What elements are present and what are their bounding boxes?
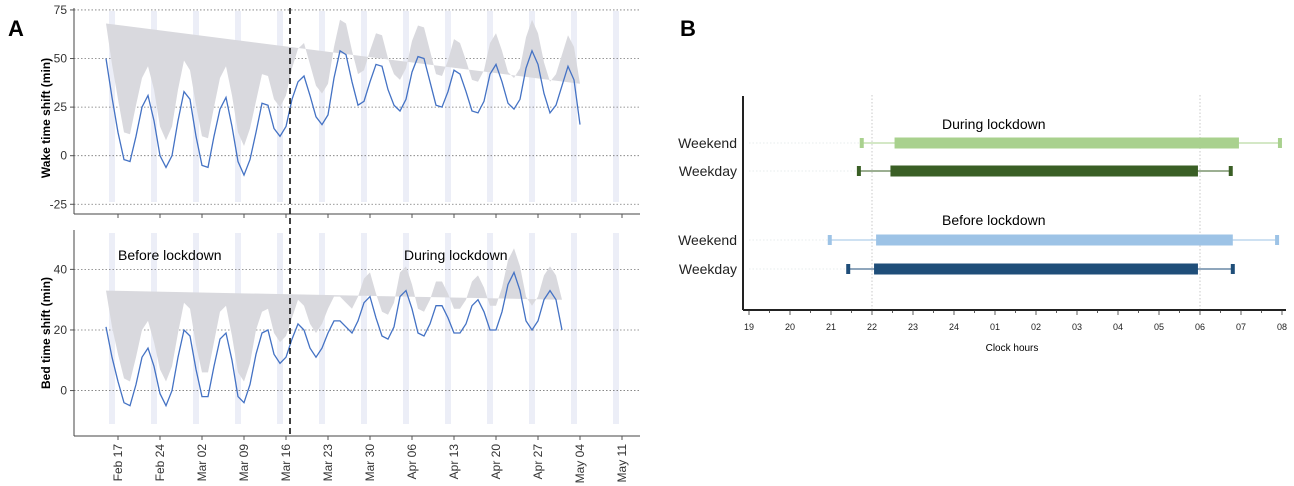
whisker-cap-end bbox=[1277, 138, 1282, 148]
x-tick-label: 04 bbox=[1113, 322, 1123, 332]
x-tick-label: 19 bbox=[744, 322, 754, 332]
x-tick-label: May 04 bbox=[573, 444, 587, 484]
row-label: Weekend bbox=[678, 232, 737, 248]
weekend-stripe bbox=[109, 233, 115, 424]
y-tick-label: 25 bbox=[54, 100, 68, 114]
weekend-stripe bbox=[109, 11, 115, 202]
x-tick-label: 06 bbox=[1195, 322, 1205, 332]
x-tick-label: Apr 13 bbox=[447, 444, 461, 480]
y-tick-label: 0 bbox=[60, 384, 67, 398]
wake-series-line bbox=[105, 49, 581, 177]
x-tick-label: 20 bbox=[785, 322, 795, 332]
clock-hours-chart: Weekend Weekday Weekend Weekday 19 20 21 22 23 2… bbox=[678, 95, 1287, 354]
weekend-stripe bbox=[319, 233, 325, 424]
weekend-stripe bbox=[403, 11, 409, 202]
x-tick-label: 24 bbox=[949, 322, 959, 332]
x-tick-label: 22 bbox=[867, 322, 877, 332]
x-tick-label: Apr 20 bbox=[489, 444, 503, 480]
weekend-stripe bbox=[571, 233, 577, 424]
sleep-bars: Weekend Weekday Weekend Weekday bbox=[678, 135, 1282, 277]
x-tick-label: 02 bbox=[1031, 322, 1041, 332]
sleep-bar bbox=[894, 137, 1239, 149]
panel-a-label: A bbox=[8, 16, 24, 41]
x-tick-label: May 11 bbox=[615, 444, 629, 483]
clock-annotation-before: Before lockdown bbox=[942, 212, 1046, 228]
x-tick-label: 21 bbox=[826, 322, 836, 332]
x-tick-label: Mar 23 bbox=[321, 444, 335, 482]
x-tick-label: Mar 30 bbox=[363, 444, 377, 482]
weekend-stripe bbox=[361, 233, 367, 424]
x-tick-label: Feb 24 bbox=[153, 444, 167, 482]
x-tick-label: Mar 16 bbox=[279, 444, 293, 482]
sleep-bar bbox=[876, 234, 1233, 246]
whisker-cap-end bbox=[1230, 264, 1235, 274]
whisker-cap-start bbox=[859, 138, 864, 148]
wake-confidence-band bbox=[106, 19, 580, 147]
clock-annotation-during: During lockdown bbox=[942, 116, 1046, 132]
y-tick-label: 75 bbox=[54, 3, 68, 17]
weekend-stripe bbox=[445, 11, 451, 202]
y-tick-label: 50 bbox=[54, 52, 68, 66]
bed-axes: 0 20 40 bbox=[54, 230, 640, 440]
x-tick-label: 07 bbox=[1236, 322, 1246, 332]
sleep-bar bbox=[874, 263, 1198, 275]
x-tick-label: Feb 17 bbox=[111, 444, 125, 482]
weekend-stripe bbox=[487, 11, 493, 202]
whisker-cap-start bbox=[856, 166, 861, 176]
whisker-cap-end bbox=[1275, 235, 1280, 245]
clock-axes: 19 20 21 22 23 24 01 02 03 04 05 06 07 08 bbox=[742, 96, 1287, 332]
row-label: Weekday bbox=[679, 261, 737, 277]
weekend-stripe bbox=[529, 233, 535, 424]
weekend-stripe bbox=[319, 11, 325, 202]
bed-annotation-during: During lockdown bbox=[404, 247, 508, 263]
weekend-stripe bbox=[613, 233, 619, 424]
bed-time-chart: 0 20 40 Bed time shift (min) Before lockdo… bbox=[39, 230, 640, 440]
weekend-stripe bbox=[361, 11, 367, 202]
bed-series-line bbox=[105, 270, 563, 408]
x-tick-label: Apr 06 bbox=[405, 444, 419, 480]
weekend-stripe bbox=[193, 11, 199, 202]
x-tick-label: 05 bbox=[1154, 322, 1164, 332]
wake-y-axis-label: Wake time shift (min) bbox=[39, 58, 53, 178]
x-tick-label: 08 bbox=[1277, 322, 1287, 332]
x-tick-label: Mar 09 bbox=[237, 444, 251, 482]
y-tick-label: -25 bbox=[50, 197, 68, 211]
whisker-cap-start bbox=[827, 235, 832, 245]
x-tick-label: Apr 27 bbox=[531, 444, 545, 480]
x-tick-label: 23 bbox=[908, 322, 918, 332]
weekend-stripe bbox=[529, 11, 535, 202]
reference-lines bbox=[871, 95, 1201, 310]
x-tick-label: 03 bbox=[1072, 322, 1082, 332]
whisker-cap-end bbox=[1228, 166, 1233, 176]
row-label: Weekend bbox=[678, 135, 737, 151]
wake-axes: -25 0 25 50 75 bbox=[50, 3, 640, 218]
sleep-bar bbox=[890, 165, 1198, 177]
weekend-stripe bbox=[613, 11, 619, 202]
weekend-stripe bbox=[571, 11, 577, 202]
x-tick-label: Mar 02 bbox=[195, 444, 209, 482]
row-label: Weekday bbox=[679, 163, 737, 179]
y-tick-label: 40 bbox=[54, 262, 68, 276]
weekend-stripe bbox=[445, 233, 451, 424]
y-tick-label: 0 bbox=[60, 149, 67, 163]
wake-time-chart: -25 0 25 50 75 Wake time shift (min) bbox=[39, 3, 640, 218]
date-tick-labels: Feb 17 Feb 24 Mar 02 Mar 09 Mar 16 Mar 23 Mar … bbox=[111, 444, 629, 484]
clock-x-axis-label: Clock hours bbox=[986, 343, 1039, 354]
bed-annotation-before: Before lockdown bbox=[118, 247, 222, 263]
whisker-cap-start bbox=[846, 264, 851, 274]
bed-confidence-band bbox=[106, 248, 562, 382]
y-tick-label: 20 bbox=[54, 323, 68, 337]
panel-b-label: B bbox=[680, 16, 696, 41]
x-tick-label: 01 bbox=[990, 322, 1000, 332]
weekend-stripe bbox=[151, 11, 157, 202]
bed-y-axis-label: Bed time shift (min) bbox=[39, 277, 53, 389]
weekend-stripe bbox=[403, 233, 409, 424]
